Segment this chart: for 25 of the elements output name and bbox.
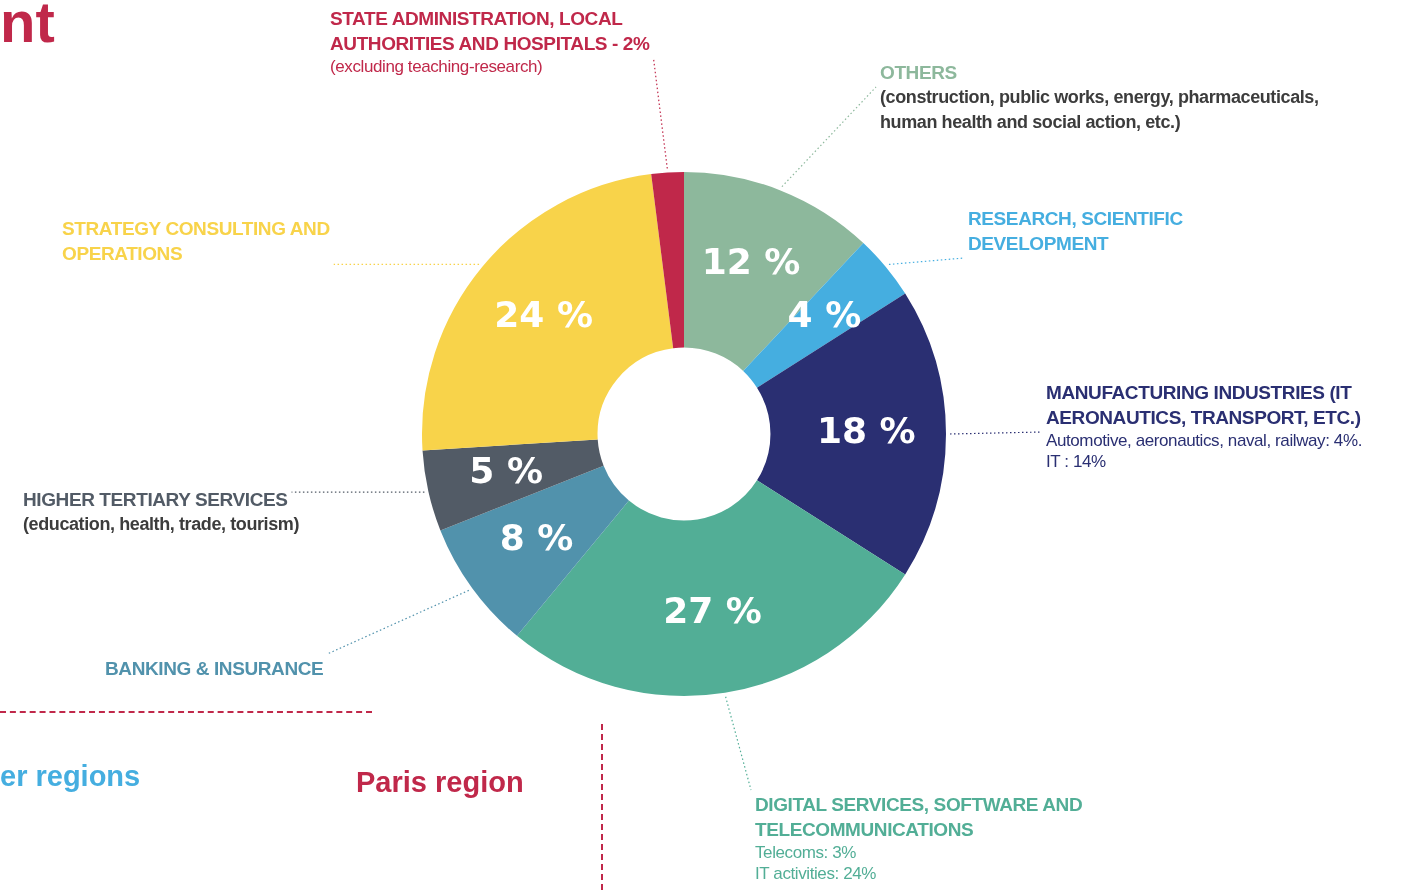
text: (education, health, trade, tourism) (23, 513, 301, 536)
data-label: 18 % (816, 410, 916, 452)
data-label: 12 % (701, 240, 801, 282)
data-label: 4 % (787, 294, 862, 336)
text: (construction, public works, energy, pharmaceuticals, human health and social action, etc.) (880, 86, 1320, 134)
text: IT activities: 24% (755, 863, 877, 884)
slice-label: HIGHER TERTIARY SERVICES (23, 488, 288, 512)
data-label: 5 % (469, 450, 543, 492)
slice-label: DIGITAL SERVICES, SOFTWARE AND TELECOMMUNICATIONS (755, 793, 1084, 842)
slice-label: RESEARCH, SCIENTIFIC DEVELOPMENT (968, 207, 1184, 256)
text: er regions (0, 760, 141, 793)
text: Paris region (356, 766, 524, 799)
data-label: 8 % (499, 517, 574, 559)
slice-label: STATE ADMINISTRATION, LOCAL AUTHORITIES AND HOSPITALS - 2% (330, 7, 651, 56)
text: Telecoms: 3% (755, 842, 858, 863)
text: (excluding teaching-research) (330, 56, 544, 77)
data-label: 24 % (494, 294, 593, 336)
slice-label: STRATEGY CONSULTING AND OPERATIONS (62, 217, 331, 266)
data-label: 27 % (663, 590, 762, 632)
text: Automotive, aeronautics, naval, railway: 4%. (1046, 430, 1363, 451)
slice-label: BANKING & INSURANCE (105, 657, 324, 681)
chart-title: nt (0, 0, 55, 55)
slice-label: MANUFACTURING INDUSTRIES (IT AERONAUTICS, TRANSPORT, ETC.) (1046, 381, 1362, 430)
slice-label: OTHERS (880, 61, 957, 85)
text: IT : 14% (1046, 451, 1107, 472)
